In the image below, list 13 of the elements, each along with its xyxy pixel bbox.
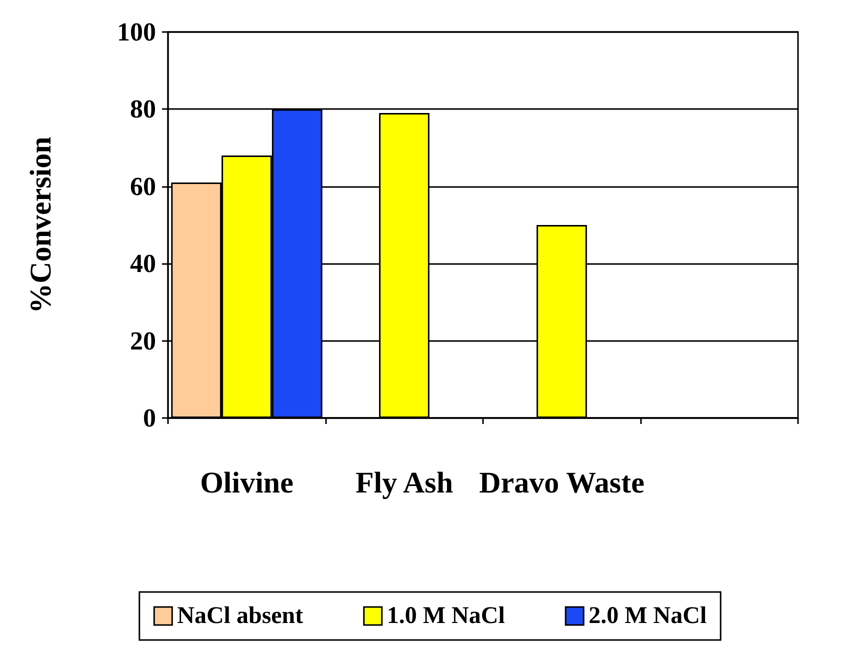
y-axis-title: %Conversion — [24, 136, 58, 314]
legend-label: NaCl absent — [177, 603, 304, 629]
y-tick-label: 100 — [117, 18, 156, 46]
x-tick-label: Fly Ash — [355, 466, 454, 500]
x-tick-label: Olivine — [200, 466, 294, 500]
x-tick-label: Dravo Waste — [479, 466, 644, 500]
y-tick-label: 60 — [130, 172, 156, 201]
legend-label: 2.0 M NaCl — [588, 603, 707, 629]
legend-label: 1.0 M NaCl — [386, 603, 506, 629]
y-tick-label: 0 — [143, 404, 156, 432]
y-tick-label: 80 — [130, 94, 156, 124]
y-tick-label: 40 — [130, 249, 156, 278]
y-tick-label: 20 — [130, 326, 156, 356]
